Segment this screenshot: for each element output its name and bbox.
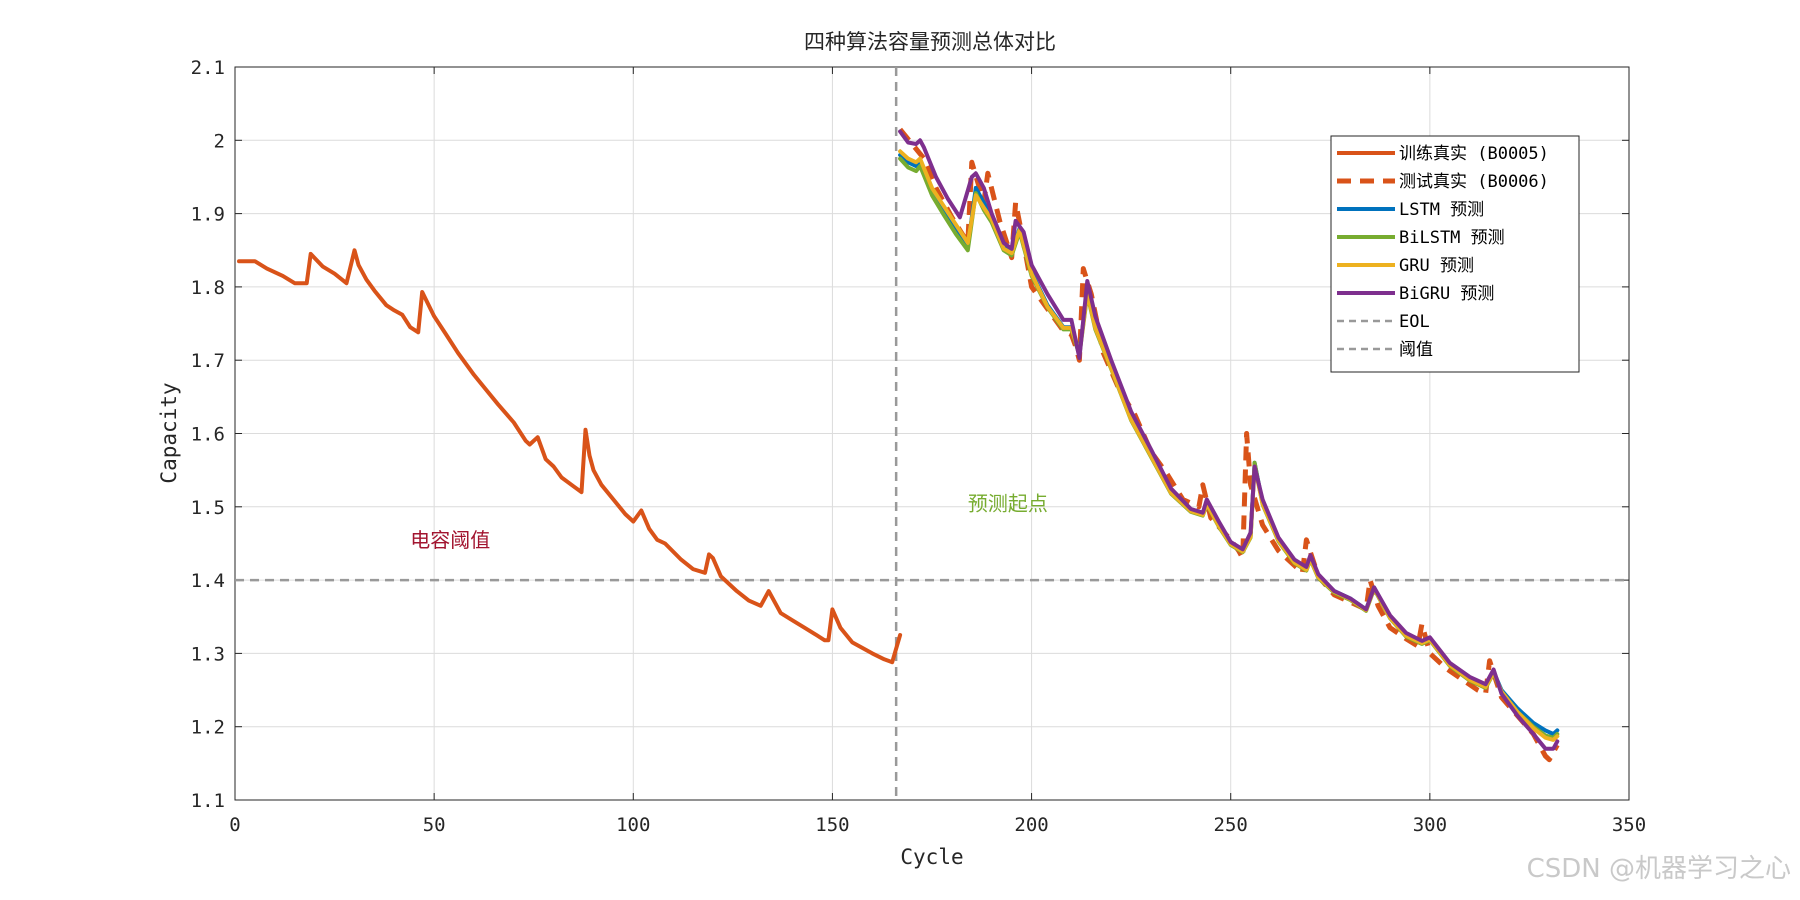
y-tick-label: 1.1	[191, 790, 225, 812]
legend: 训练真实 (B0005) 测试真实 (B0006) LSTM 预测 BiLSTM 预测…	[1330, 135, 1580, 373]
legend-label: LSTM 预测	[1399, 200, 1484, 220]
x-tick-label: 0	[229, 814, 240, 836]
annotations: 电容阈值 预测起点	[410, 491, 1048, 552]
reference-lines	[235, 67, 1629, 800]
series-layer	[237, 127, 1560, 763]
y-tick-label: 1.6	[191, 424, 225, 446]
annotation-0: 电容阈值	[410, 528, 490, 552]
x-axis-label: Cycle	[900, 845, 963, 869]
x-tick-label: 200	[1014, 814, 1048, 836]
watermark: CSDN @机器学习之心	[1527, 854, 1791, 884]
legend-label: BiGRU 预测	[1399, 284, 1494, 304]
y-tick-label: 1.9	[191, 204, 225, 226]
x-tick-label: 50	[423, 814, 446, 836]
legend-label: BiLSTM 预测	[1399, 228, 1505, 248]
annotation-1: 预测起点	[968, 491, 1048, 515]
legend-label: 阈值	[1399, 340, 1433, 360]
x-tick-label: 300	[1413, 814, 1447, 836]
legend-box	[1330, 135, 1580, 373]
x-tick-label: 250	[1214, 814, 1248, 836]
y-tick-label: 2	[214, 130, 225, 152]
y-tick-label: 1.4	[191, 570, 225, 592]
legend-label: 测试真实 (B0006)	[1399, 172, 1549, 192]
legend-label: EOL	[1399, 312, 1430, 332]
series-line-5	[898, 129, 1560, 751]
series-line-0	[237, 248, 903, 665]
y-axis-label: Capacity	[157, 382, 181, 483]
x-tick-label: 100	[616, 814, 650, 836]
y-tick-label: 1.2	[191, 717, 225, 739]
legend-label: GRU 预测	[1399, 256, 1474, 276]
y-tick-label: 1.5	[191, 497, 225, 519]
x-tick-label: 150	[815, 814, 849, 836]
x-tick-label: 350	[1612, 814, 1646, 836]
axes: 0 50 100 150 200 250 300 350 1.1 1.2 1.3 1.4 1.5 1.6 1…	[191, 57, 1646, 836]
legend-label: 训练真实 (B0005)	[1399, 144, 1549, 164]
y-tick-label: 2.1	[191, 57, 225, 79]
y-tick-label: 1.7	[191, 350, 225, 372]
chart-title: 四种算法容量预测总体对比	[804, 30, 1056, 54]
y-tick-label: 1.8	[191, 277, 225, 299]
y-tick-label: 1.3	[191, 643, 225, 665]
